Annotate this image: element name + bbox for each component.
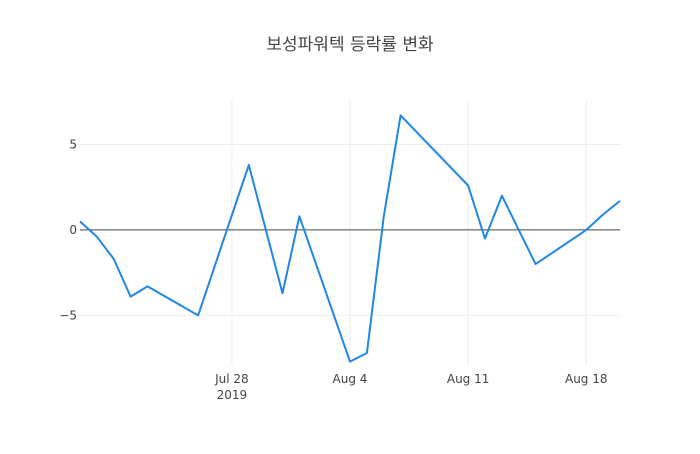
data-point — [601, 213, 605, 217]
y-gridlines — [80, 143, 620, 316]
chart-title: 보성파워텍 등락률 변화 — [266, 35, 434, 55]
data-point — [483, 237, 487, 241]
data-point — [399, 113, 403, 117]
data-point — [281, 291, 285, 295]
data-point — [196, 313, 200, 317]
data-point — [78, 219, 82, 223]
data-point — [146, 284, 150, 288]
x-tick-label: Aug 4 — [333, 372, 368, 386]
data-point — [365, 351, 369, 355]
x-axis-tick-labels: Jul 28 2019 Aug 4 Aug 11 Aug 18 — [214, 372, 607, 402]
data-point — [112, 257, 116, 261]
x-tick-sublabel: 2019 — [217, 388, 248, 402]
data-point — [618, 199, 622, 203]
data-point — [95, 235, 99, 239]
data-point — [466, 184, 470, 188]
data-point — [297, 214, 301, 218]
y-tick-label: 0 — [69, 223, 77, 237]
data-point — [534, 262, 538, 266]
data-point — [500, 194, 504, 198]
y-tick-label: 5 — [69, 137, 77, 151]
x-tick-label: Aug 11 — [447, 372, 490, 386]
data-point — [129, 295, 133, 299]
data-point — [348, 360, 352, 364]
data-point — [584, 228, 588, 232]
series-line — [79, 114, 621, 363]
x-gridlines — [231, 100, 587, 365]
data-point — [382, 214, 386, 218]
x-tick-label: Aug 18 — [565, 372, 608, 386]
y-axis-tick-labels: 5 0 −5 — [59, 137, 77, 322]
x-tick-label: Jul 28 — [214, 372, 249, 386]
series-group — [78, 113, 622, 364]
data-point — [247, 163, 251, 167]
y-tick-label: −5 — [59, 308, 77, 322]
